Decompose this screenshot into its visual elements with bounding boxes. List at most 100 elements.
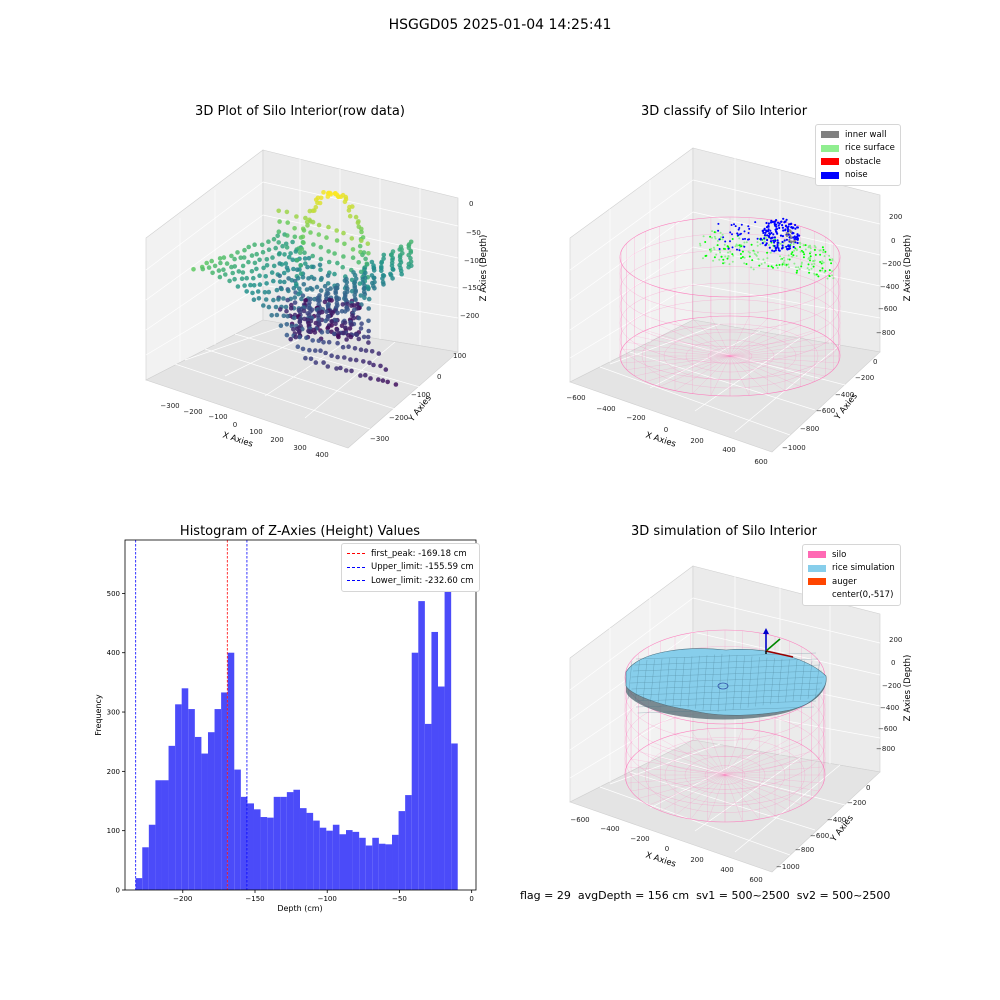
triad-y-arrow [765, 638, 781, 652]
rice-surface-point [727, 245, 730, 248]
silo-floor-spoke [645, 330, 731, 357]
raw-ytick: 0 [437, 373, 441, 381]
raw-point [278, 323, 284, 329]
mesh-line [632, 664, 821, 672]
silo-floor-spoke [724, 730, 760, 776]
raw-point [369, 259, 375, 265]
raw-point [334, 238, 340, 243]
legend-swatch [808, 564, 826, 572]
rice-surface-point [738, 237, 741, 240]
raw-point [238, 255, 243, 260]
rice-surface-point [808, 268, 811, 271]
silo-floor-spoke [729, 355, 834, 370]
rice-surface-point [767, 265, 770, 268]
legend-item-rice-simulation: rice simulation [808, 562, 895, 576]
histogram-bar [188, 709, 195, 890]
noise-point [778, 222, 781, 225]
histogram-bar [267, 817, 274, 890]
raw-point [284, 332, 290, 338]
rice-surface-point [769, 251, 772, 254]
rice-surface-point [821, 260, 824, 263]
raw-point [242, 283, 247, 288]
raw-point [318, 288, 324, 293]
mesh-line [637, 706, 815, 714]
raw-point [366, 251, 371, 256]
rice-surface-point [716, 244, 719, 247]
noise-point [768, 246, 771, 249]
raw-point [248, 282, 253, 288]
raw-xtick: −300 [160, 402, 179, 410]
raw-point [200, 266, 206, 272]
raw-point [308, 356, 314, 362]
noise-point [776, 221, 780, 224]
classify-xtick: −400 [596, 405, 615, 413]
silo-floor-ring [644, 737, 806, 813]
raw-point [349, 322, 355, 327]
raw-point [334, 228, 340, 233]
raw-point [271, 278, 276, 284]
noise-point [747, 232, 750, 234]
noise-point [731, 233, 733, 236]
raw-point [332, 251, 337, 256]
legend-swatch [821, 131, 839, 139]
noise-point [764, 244, 767, 247]
noise-point [744, 237, 746, 240]
raw-point [348, 334, 354, 340]
rice-surface-point [723, 261, 726, 264]
rice-surface-point [799, 246, 801, 248]
silo-floor-spoke [724, 744, 802, 776]
rice-surface-point [790, 253, 793, 255]
rice-surface-point [722, 258, 725, 261]
raw-point [390, 276, 395, 281]
raw-point [367, 360, 372, 366]
raw-point [209, 258, 214, 264]
noise-point [766, 234, 769, 237]
silo-floor-spoke [660, 774, 726, 812]
rice-surface-point [750, 243, 753, 246]
raw-point [358, 269, 364, 275]
silo-floor-spoke [724, 774, 743, 822]
silo-floor-spoke [631, 758, 726, 776]
raw-point [235, 284, 241, 289]
raw-point [366, 296, 372, 302]
raw-point [371, 362, 376, 368]
legend-swatch [821, 144, 839, 152]
silo-floor-spoke [724, 758, 819, 776]
raw-point [297, 250, 303, 255]
noise-point [781, 244, 784, 247]
histogram-bar [194, 736, 202, 890]
noise-point [790, 222, 793, 225]
noise-point [718, 248, 721, 250]
rice-surface-point [709, 235, 712, 238]
rice-surface-point [813, 262, 816, 265]
raw-point [246, 244, 251, 250]
raw-point [335, 354, 340, 360]
raw-point [380, 378, 386, 383]
raw-point [363, 256, 368, 262]
raw-point [294, 258, 300, 263]
noise-point [786, 230, 790, 233]
classify-ytick: −1000 [782, 444, 806, 452]
y-tick-label: 0 [116, 887, 120, 895]
raw-point [342, 320, 348, 326]
rice-surface-point [780, 242, 782, 245]
raw-point [356, 336, 362, 342]
silo-floor-ring [685, 339, 775, 373]
raw-point [326, 224, 331, 230]
status-avg-depth: avgDepth = 156 cm [577, 889, 690, 902]
inner-wall-point [789, 234, 792, 237]
noise-point [774, 228, 777, 231]
silo-floor-spoke [690, 730, 726, 776]
raw-point [229, 253, 234, 259]
raw-point [342, 241, 347, 247]
noise-point [747, 225, 750, 228]
noise-point [736, 232, 739, 235]
rice-surface-point [807, 263, 810, 266]
noise-point [767, 228, 770, 231]
raw-point [326, 249, 331, 254]
noise-point [736, 248, 738, 251]
raw-ytick: 100 [453, 352, 466, 360]
raw-point [345, 301, 350, 307]
raw-point [314, 284, 320, 290]
histogram-title: Histogram of Z-Axies (Height) Values [179, 524, 421, 539]
